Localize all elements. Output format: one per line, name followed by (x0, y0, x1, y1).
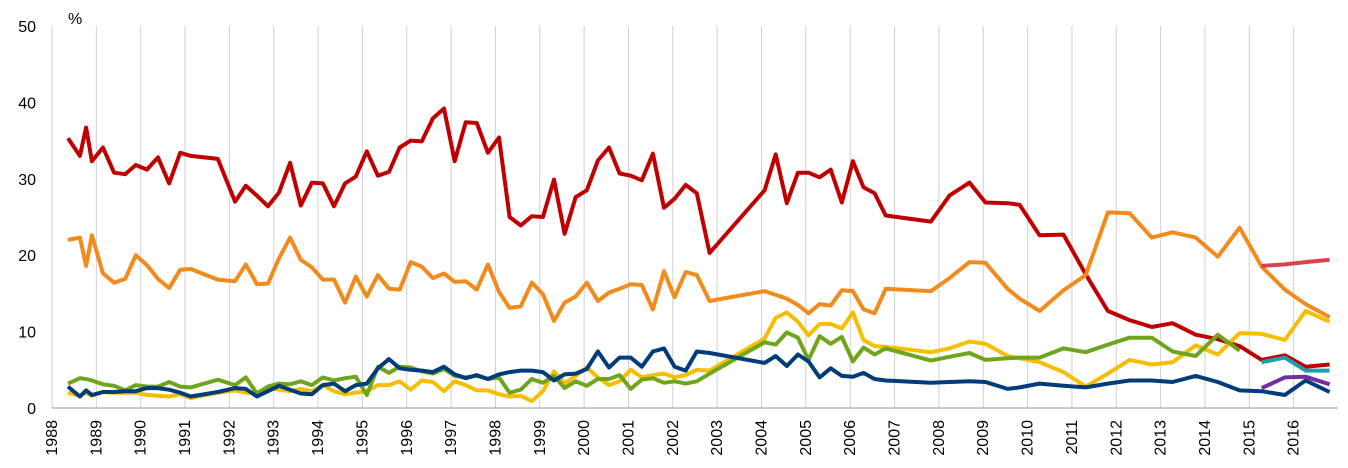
x-tick-label: 2001 (620, 420, 637, 456)
x-tick-label: 1999 (532, 420, 549, 456)
x-tick-label: 2007 (887, 420, 904, 456)
x-tick-label: 1998 (487, 420, 504, 456)
x-tick-label: 1988 (44, 420, 61, 456)
y-tick-label: 30 (18, 172, 36, 189)
x-tick-label: 1990 (133, 420, 150, 456)
x-tick-label: 2016 (1286, 420, 1303, 456)
y-tick-label: 0 (27, 401, 36, 418)
x-tick-label: 2008 (931, 420, 948, 456)
series-line (66, 106, 1330, 369)
y-tick-label: 10 (18, 325, 36, 342)
x-tick-label: 2014 (1197, 420, 1214, 456)
x-tick-label: 2006 (842, 420, 859, 456)
x-tick-label: 2012 (1108, 420, 1125, 456)
x-tick-label: 2005 (798, 420, 815, 456)
series-line (1260, 374, 1331, 390)
y-axis-unit: % (68, 11, 82, 28)
x-tick-label: 2004 (754, 420, 771, 456)
x-tick-label: 2002 (665, 420, 682, 456)
x-tick-label: 2013 (1153, 420, 1170, 456)
x-tick-label: 2015 (1241, 420, 1258, 456)
x-tick-label: 1989 (88, 420, 105, 456)
x-tick-label: 1991 (177, 420, 194, 456)
y-tick-label: 50 (18, 19, 36, 36)
x-tick-label: 2000 (576, 420, 593, 456)
x-tick-label: 1996 (399, 420, 416, 456)
series-line (1261, 355, 1330, 373)
y-tick-label: 20 (18, 248, 36, 265)
x-tick-label: 1997 (443, 420, 460, 456)
x-tick-label: 1992 (221, 420, 238, 456)
series-line (67, 330, 1241, 397)
series-line (66, 346, 1331, 399)
x-tick-label: 1994 (310, 420, 327, 456)
x-tick-label: 2009 (975, 420, 992, 456)
x-tick-label: 2003 (709, 420, 726, 456)
x-tick-label: 1995 (354, 420, 371, 456)
y-tick-label: 40 (18, 95, 36, 112)
x-tick-label: 2010 (1020, 420, 1037, 456)
series-line (1261, 257, 1330, 268)
x-tick-label: 1993 (266, 420, 283, 456)
series-line (67, 210, 1331, 323)
x-tick-label: 2011 (1064, 420, 1081, 455)
